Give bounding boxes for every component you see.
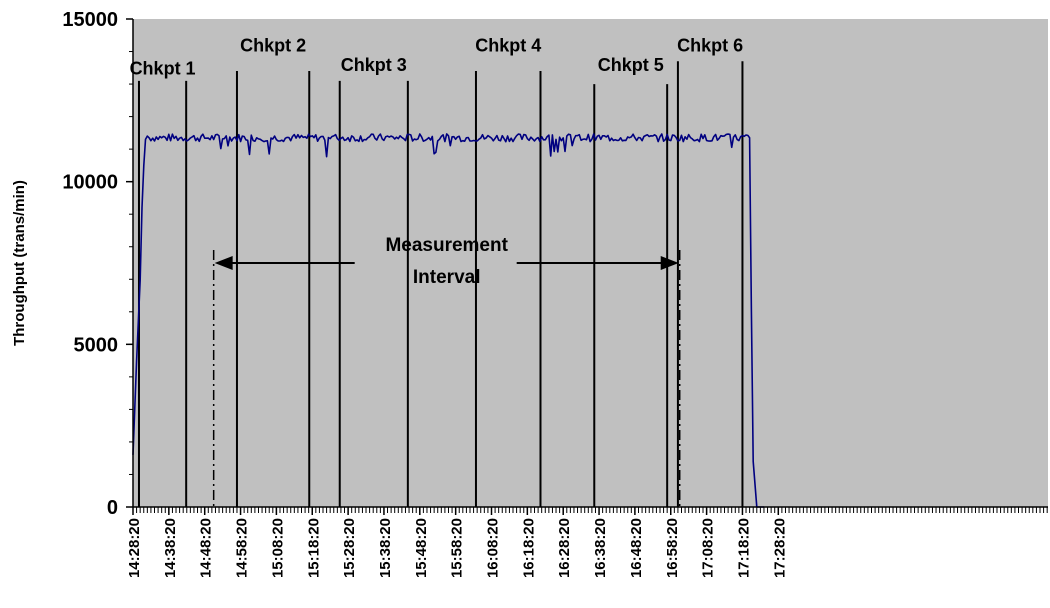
y-tick-label: 5000 xyxy=(74,334,119,356)
x-ticks: 14:28:20 14:38:20 14:48:20 14:58:20 15:08:20… xyxy=(126,507,1048,578)
x-tick-label: 16:18:20 xyxy=(520,518,537,578)
checkpoint-label: Chkpt 6 xyxy=(677,36,743,56)
checkpoint-label: Chkpt 3 xyxy=(341,55,407,75)
interval-label-line1: Measurement xyxy=(385,235,508,256)
x-tick-label: 16:08:20 xyxy=(485,518,502,578)
x-tick-label: 15:08:20 xyxy=(269,518,286,578)
y-ticks: 0 5000 10000 15000 xyxy=(62,9,133,519)
x-tick-label: 15:58:20 xyxy=(449,518,466,578)
axes xyxy=(132,19,1048,508)
y-tick-label: 15000 xyxy=(62,9,118,31)
x-tick-label: 17:08:20 xyxy=(700,518,717,578)
x-tick-label: 16:48:20 xyxy=(628,518,645,578)
x-tick-label: 17:18:20 xyxy=(735,518,752,578)
series-layer xyxy=(132,133,764,508)
x-tick-label: 14:28:20 xyxy=(126,518,143,578)
throughput-series-line xyxy=(132,133,764,508)
checkpoint-label: Chkpt 5 xyxy=(598,55,664,75)
x-tick-label: 16:38:20 xyxy=(592,518,609,578)
x-tick-label: 17:28:20 xyxy=(771,518,788,578)
x-tick-label: 15:48:20 xyxy=(413,518,430,578)
checkpoint-label: Chkpt 4 xyxy=(475,36,541,56)
interval-arrowhead-left xyxy=(214,256,233,270)
x-tick-label: 14:58:20 xyxy=(234,518,251,578)
interval-arrowhead-right xyxy=(660,256,679,270)
y-tick-label: 0 xyxy=(107,497,118,519)
y-tick-label: 10000 xyxy=(62,172,118,194)
x-tick-label: 15:28:20 xyxy=(341,518,358,578)
x-tick-label: 15:38:20 xyxy=(377,518,394,578)
interval-label-line2: Interval xyxy=(413,267,481,288)
checkpoint-label: Chkpt 2 xyxy=(240,36,306,56)
x-tick-label: 14:48:20 xyxy=(198,518,215,578)
x-tick-label: 15:18:20 xyxy=(305,518,322,578)
measurement-interval: Measurement Interval xyxy=(212,235,681,507)
y-axis-title: Throughput (trans/min) xyxy=(11,180,28,346)
x-tick-label: 14:38:20 xyxy=(162,518,179,578)
checkpoint-label: Chkpt 1 xyxy=(130,58,196,78)
x-tick-label: 16:28:20 xyxy=(556,518,573,578)
checkpoint-layer: Chkpt 1 Chkpt 2 Chkpt 3 Chkpt 4 Chkpt 5 Chkpt… xyxy=(130,36,744,507)
x-tick-label: 16:58:20 xyxy=(664,518,681,578)
